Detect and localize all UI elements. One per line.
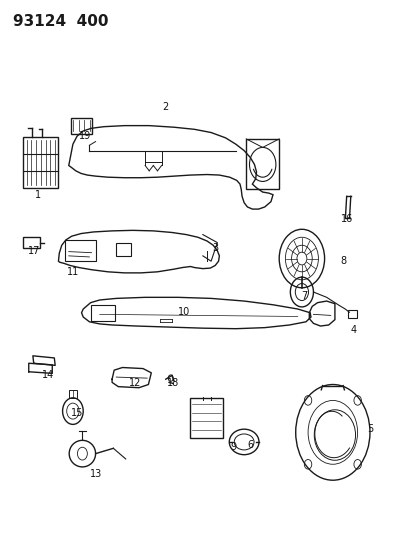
Text: 93124  400: 93124 400	[13, 14, 108, 29]
Text: 18: 18	[166, 378, 179, 389]
Text: 6: 6	[247, 440, 253, 450]
Text: 9: 9	[230, 442, 236, 452]
Bar	[246, 139, 278, 189]
Text: 10: 10	[178, 306, 190, 317]
Bar	[190, 398, 222, 438]
Text: 15: 15	[71, 408, 83, 418]
Text: 3: 3	[212, 243, 218, 253]
Text: 1: 1	[35, 190, 41, 200]
Text: 7: 7	[300, 290, 306, 301]
Text: 17: 17	[27, 246, 40, 255]
Text: 19: 19	[79, 131, 91, 141]
Text: 8: 8	[339, 256, 345, 266]
Text: 5: 5	[366, 424, 372, 434]
Text: 4: 4	[349, 325, 356, 335]
Text: 13: 13	[89, 469, 102, 479]
Text: 12: 12	[128, 378, 141, 389]
Bar	[116, 243, 131, 256]
Bar	[347, 310, 356, 318]
Bar	[64, 240, 95, 261]
Bar	[90, 305, 115, 321]
Text: 2: 2	[162, 102, 169, 112]
Text: 16: 16	[340, 214, 353, 224]
Bar	[23, 237, 40, 248]
Bar	[23, 138, 58, 188]
Bar	[69, 390, 77, 398]
Bar	[71, 118, 92, 134]
Text: 14: 14	[42, 370, 54, 381]
Text: 11: 11	[66, 267, 79, 277]
